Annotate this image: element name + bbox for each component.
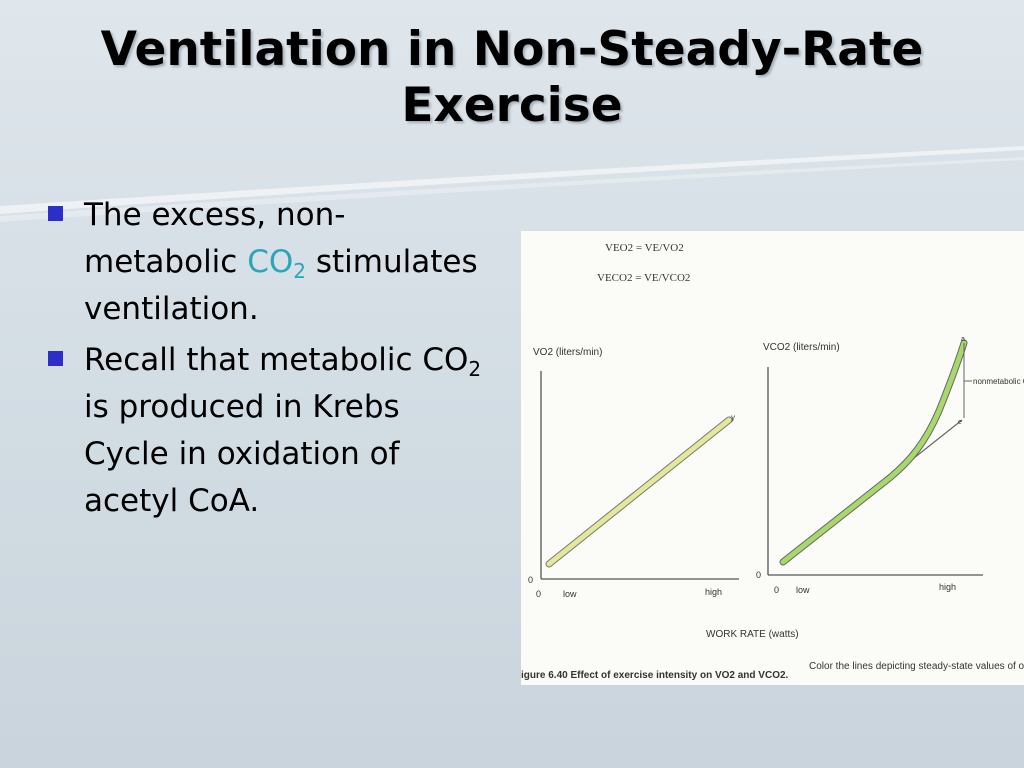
- co2-symbol: CO: [247, 244, 294, 280]
- bullet-1-text-a: The excess, non-metabolic: [84, 197, 346, 280]
- left-y-zero: 0: [528, 575, 533, 585]
- title-line-2: Exercise: [401, 78, 623, 133]
- square-bullet-icon: [48, 206, 63, 221]
- slide-title: Ventilation in Non-Steady-Rate Exercise: [60, 22, 964, 134]
- left-x-low: low: [563, 589, 577, 599]
- bullet-1-text-b: stimulates ventilation.: [84, 244, 478, 327]
- right-curve-outline: [779, 339, 968, 566]
- left-chart-ylabel: VO2 (liters/min): [533, 347, 602, 358]
- nonmetabolic-label: nonmetabolic C: [973, 377, 1024, 386]
- equation-1: VEO2 = VE/VO2: [605, 242, 684, 254]
- figure-svg: VEO2 = VE/VO2 VECO2 = VE/VCO2 VO2 (liter…: [521, 242, 1024, 681]
- co2-subscript: 2: [293, 259, 306, 283]
- bullet-2-text-b: is produced in Krebs Cycle in oxidation …: [84, 389, 400, 519]
- right-marker-mid: e: [958, 419, 962, 426]
- figure-image: VEO2 = VE/VO2 VECO2 = VE/VCO2 VO2 (liter…: [521, 231, 1024, 685]
- figure-caption-bold: igure 6.40 Effect of exercise intensity …: [521, 670, 789, 681]
- bullet-item-1: The excess, non-metabolic CO2 stimulates…: [44, 192, 484, 333]
- bullet-item-2: Recall that metabolic CO2 is produced in…: [44, 337, 484, 525]
- bullet-2-text-a: Recall that metabolic: [84, 342, 423, 378]
- left-x-high: high: [705, 587, 722, 597]
- co2-symbol: CO: [422, 342, 469, 378]
- right-x-high: high: [939, 582, 956, 592]
- bullet-1-co2: CO2: [247, 244, 306, 283]
- equation-2: VECO2 = VE/VCO2: [597, 272, 690, 284]
- left-end-marker: y: [731, 413, 735, 422]
- right-vco2-curve: [780, 340, 967, 565]
- title-line-1: Ventilation in Non-Steady-Rate: [100, 22, 924, 77]
- x-axis-label: WORK RATE (watts): [706, 629, 799, 640]
- left-vo2-line: [546, 417, 732, 567]
- right-x-zero: 0: [774, 585, 779, 595]
- bullet-list: The excess, non-metabolic CO2 stimulates…: [44, 192, 484, 529]
- square-bullet-icon: [48, 351, 63, 366]
- co2-subscript: 2: [468, 357, 482, 381]
- right-x-low: low: [796, 585, 810, 595]
- left-x-zero: 0: [536, 589, 541, 599]
- figure-caption-rest: Color the lines depicting steady-state v…: [809, 661, 1024, 672]
- right-y-zero: 0: [756, 570, 761, 580]
- right-marker-top: a: [961, 336, 965, 343]
- right-chart-ylabel: VCO2 (liters/min): [763, 342, 840, 353]
